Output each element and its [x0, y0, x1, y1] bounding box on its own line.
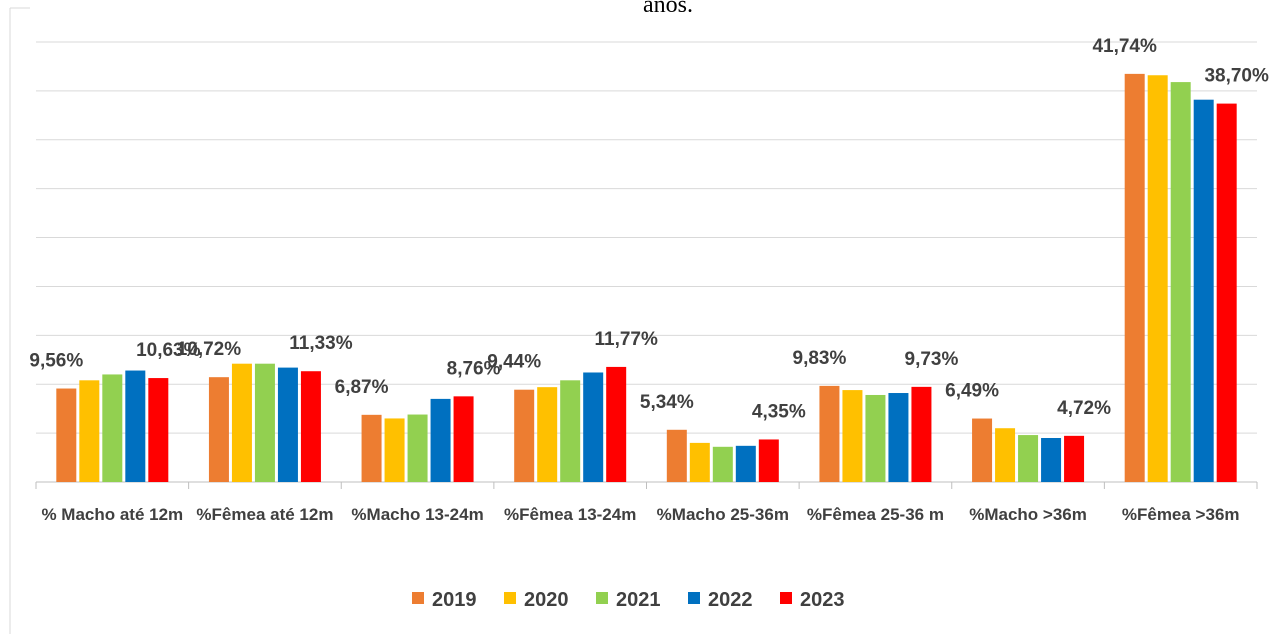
bar — [1216, 103, 1237, 482]
bar — [361, 414, 382, 482]
bar — [995, 428, 1016, 482]
data-label: 9,73% — [905, 349, 959, 370]
bar — [514, 389, 535, 482]
data-label: 8,76% — [447, 358, 501, 379]
bar — [758, 439, 779, 482]
bar — [148, 378, 169, 482]
legend-label: 2019 — [432, 589, 477, 611]
x-tick-label: %Fêmea 25-36 m — [806, 505, 944, 524]
bar — [56, 388, 77, 482]
data-label: 6,49% — [945, 381, 999, 402]
bar — [1124, 73, 1145, 483]
legend-label: 2023 — [800, 589, 845, 611]
chart-title: anos. — [643, 0, 693, 18]
legend-swatch — [412, 592, 424, 604]
x-tick-label: %Macho 13-24m — [351, 505, 484, 524]
x-tick-label: %Macho >36m — [969, 505, 1087, 524]
bar — [79, 380, 100, 482]
x-tick-label: %Fêmea até 12m — [196, 505, 334, 524]
data-label: 9,44% — [487, 352, 541, 373]
bar — [560, 380, 581, 482]
data-label: 41,74% — [1092, 36, 1157, 57]
data-label: 4,72% — [1057, 398, 1111, 419]
bar — [911, 386, 932, 482]
bar — [712, 446, 733, 482]
bar — [1018, 435, 1039, 482]
data-label: 6,87% — [335, 377, 389, 398]
bar — [819, 385, 840, 482]
bar — [865, 394, 886, 482]
bar — [208, 377, 229, 482]
data-label: 5,34% — [640, 392, 694, 413]
x-tick-label: %Fêmea >36m — [1121, 505, 1240, 524]
bar — [735, 445, 756, 482]
bar — [254, 363, 275, 482]
data-label: 10,72% — [177, 339, 242, 360]
bar — [125, 370, 146, 482]
data-label: 11,77% — [594, 329, 657, 350]
bar — [888, 393, 909, 482]
legend-swatch — [688, 592, 700, 604]
legend-swatch — [780, 592, 792, 604]
bar — [537, 387, 558, 482]
legend-swatch — [596, 592, 608, 604]
bar — [606, 366, 627, 482]
bar — [300, 371, 321, 482]
bar — [666, 429, 687, 482]
legend-label: 2022 — [708, 589, 753, 611]
data-label: 38,70% — [1204, 66, 1269, 87]
bar — [102, 374, 123, 482]
bar — [1170, 82, 1191, 482]
bar — [453, 396, 474, 482]
bar — [1193, 99, 1214, 482]
data-label: 11,33% — [289, 333, 352, 354]
x-tick-label: % Macho até 12m — [41, 505, 184, 524]
bar — [972, 418, 993, 482]
bar — [1147, 75, 1168, 482]
bar — [384, 418, 405, 482]
bar — [231, 363, 252, 482]
legend-label: 2021 — [616, 589, 661, 611]
legend-swatch — [504, 592, 516, 604]
x-tick-label: %Macho 25-36m — [656, 505, 789, 524]
bar — [842, 390, 863, 482]
bar — [1064, 435, 1085, 482]
data-label: 4,35% — [752, 401, 806, 422]
bar — [430, 398, 451, 482]
legend-label: 2020 — [524, 589, 569, 611]
data-label: 10,63% — [136, 340, 201, 361]
bar — [583, 372, 604, 482]
bar — [277, 367, 298, 482]
bar — [407, 414, 428, 482]
x-tick-label: %Fêmea 13-24m — [504, 505, 637, 524]
data-label: 9,56% — [29, 351, 83, 372]
bar — [689, 442, 710, 482]
bar — [1041, 438, 1062, 482]
data-label: 9,83% — [793, 348, 847, 369]
